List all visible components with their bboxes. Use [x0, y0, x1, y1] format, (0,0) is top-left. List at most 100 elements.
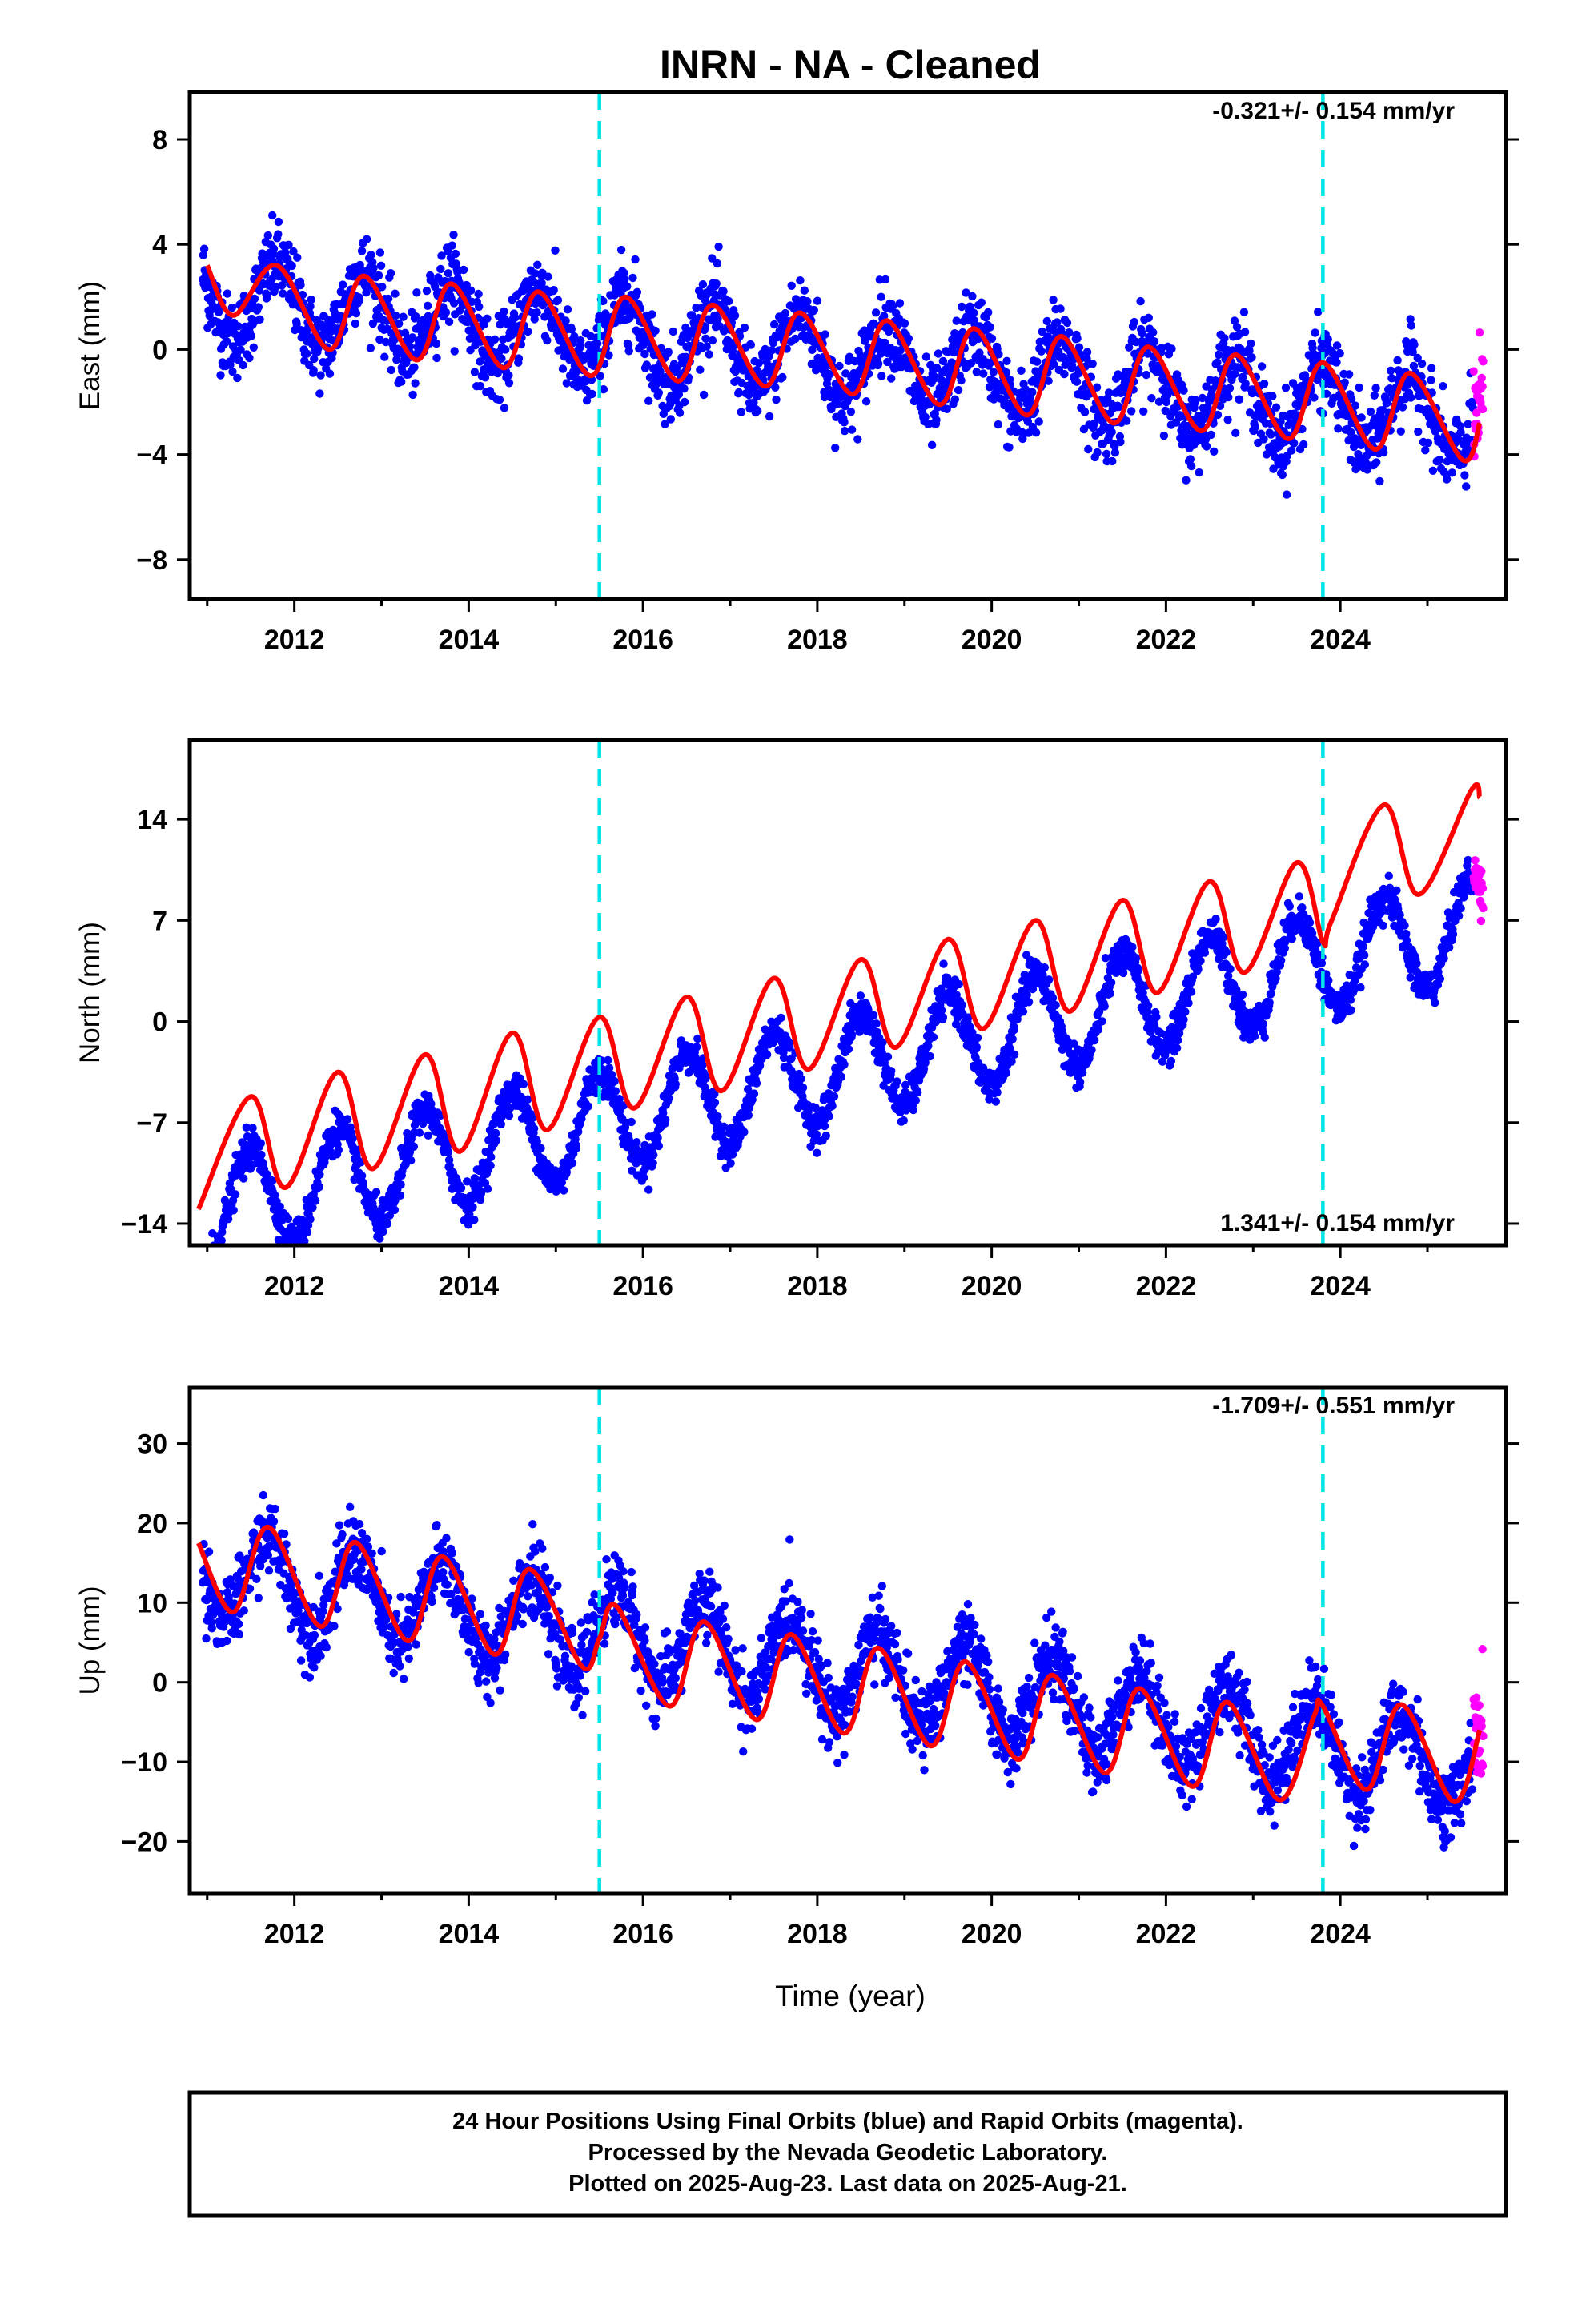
data-point [1417, 359, 1427, 368]
data-point [1144, 1001, 1153, 1011]
data-point [1118, 968, 1128, 978]
data-point [366, 344, 375, 352]
data-point [754, 359, 764, 368]
data-point [1080, 408, 1090, 416]
data-point [791, 334, 800, 344]
data-point [483, 314, 492, 323]
data-point [1198, 393, 1207, 403]
data-point [263, 231, 272, 240]
data-point [287, 261, 296, 271]
data-point [932, 416, 941, 424]
data-point [223, 337, 231, 346]
data-point [1259, 435, 1268, 444]
data-point [744, 1111, 753, 1120]
data-point [871, 308, 881, 317]
data-point [811, 1103, 820, 1112]
data-point [604, 1055, 612, 1065]
data-point [562, 1168, 571, 1176]
data-point [772, 395, 781, 404]
data-point [351, 319, 359, 328]
data-point [1271, 403, 1281, 412]
data-point [753, 406, 762, 416]
data-point [1050, 360, 1058, 369]
data-point [623, 282, 632, 291]
data-point [1044, 376, 1053, 385]
data-point [1138, 329, 1147, 338]
data-point [1456, 428, 1465, 437]
data-point [985, 1095, 994, 1104]
data-point [769, 338, 778, 348]
data-point [1106, 989, 1115, 998]
data-point [1281, 384, 1291, 392]
data-point [409, 1142, 418, 1152]
data-point [958, 302, 966, 312]
data-point [1062, 318, 1072, 328]
data-point [628, 273, 637, 283]
data-point [659, 1108, 668, 1118]
data-point [950, 395, 960, 404]
data-point [444, 247, 452, 255]
data-point [847, 425, 857, 434]
data-point [207, 1252, 215, 1260]
data-point [1188, 972, 1198, 981]
data-point [648, 310, 656, 319]
data-point [1130, 317, 1139, 327]
data-point [487, 1152, 496, 1162]
data-point [233, 373, 242, 383]
data-point [1010, 1050, 1019, 1059]
data-point [315, 389, 324, 398]
data-point [444, 1148, 453, 1157]
data-point [1106, 978, 1116, 987]
data-point [1008, 1035, 1017, 1043]
data-point [846, 408, 856, 416]
data-point [532, 308, 541, 317]
data-point [1157, 344, 1166, 352]
data-point [412, 288, 421, 297]
data-point [293, 253, 302, 262]
data-point [500, 307, 508, 316]
data-point [369, 263, 378, 272]
data-point [1143, 349, 1152, 358]
data-point [412, 312, 420, 321]
data-point [1220, 334, 1229, 343]
data-point [693, 1056, 701, 1065]
data-point [1110, 448, 1120, 457]
data-point [248, 1124, 257, 1132]
data-point [1210, 447, 1219, 456]
data-point [1251, 423, 1259, 432]
data-point [1423, 438, 1433, 448]
y-tick-label: −8 [136, 545, 167, 576]
data-point [395, 319, 404, 328]
data-point [986, 323, 994, 332]
data-point [604, 351, 613, 360]
data-point [362, 235, 371, 243]
data-point [939, 959, 948, 968]
data-point [968, 292, 977, 301]
data-point [927, 440, 937, 449]
data-point [1271, 974, 1280, 983]
data-point [274, 230, 283, 239]
data-point [887, 1067, 896, 1076]
data-point [1222, 947, 1231, 957]
data-point [1007, 1057, 1016, 1066]
data-point [632, 1138, 641, 1147]
data-point [551, 246, 560, 255]
data-point [853, 435, 862, 444]
data-point [680, 384, 689, 393]
data-point [560, 1186, 568, 1195]
data-point [504, 1112, 514, 1120]
data-point [835, 361, 844, 371]
data-point [274, 217, 283, 227]
data-point [490, 335, 500, 344]
data-point [954, 979, 963, 989]
data-point [1372, 458, 1381, 467]
data-point [1144, 313, 1154, 322]
data-point [1383, 398, 1392, 407]
data-point [671, 1080, 680, 1088]
data-point [1213, 410, 1223, 420]
data-point [492, 1128, 500, 1138]
data-point [524, 327, 532, 336]
data-point [383, 294, 393, 304]
data-point [463, 1177, 472, 1186]
data-point [204, 1265, 212, 1273]
